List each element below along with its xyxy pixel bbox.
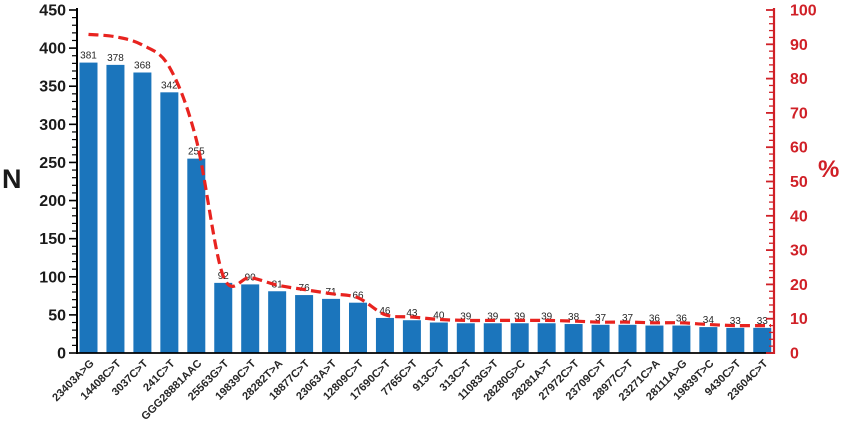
right-tick-label: 50 (790, 174, 808, 191)
bar-value-label: 39 (514, 311, 526, 322)
bar-value-label: 368 (134, 61, 151, 72)
bar-value-label: 255 (188, 147, 205, 158)
bar (483, 323, 502, 353)
bar-value-label: 39 (487, 311, 499, 322)
left-tick-label: 400 (39, 41, 66, 58)
left-tick-label: 50 (48, 307, 66, 324)
percent-dashed-line (88, 32, 771, 328)
bar (187, 158, 206, 353)
bar (402, 320, 421, 353)
bar (672, 325, 691, 353)
left-tick-label: 250 (39, 155, 66, 172)
left-tick-label: 350 (39, 79, 66, 96)
right-tick-label: 60 (790, 140, 808, 157)
bar (160, 92, 179, 353)
right-tick-label: 80 (790, 71, 808, 88)
left-tick-label: 150 (39, 231, 66, 248)
bar-value-label: 43 (406, 308, 418, 319)
bar (349, 302, 367, 353)
bar (564, 324, 583, 353)
bar (429, 322, 448, 353)
bar (79, 62, 98, 354)
right-tick-label: 10 (790, 311, 808, 328)
bar (753, 327, 772, 353)
bar-value-label: 34 (703, 315, 715, 326)
bar-value-label: 37 (622, 313, 634, 324)
bar-value-label: 39 (541, 311, 553, 322)
bar-value-label: 46 (379, 306, 391, 317)
bar (322, 298, 341, 353)
right-tick-label: 100 (790, 3, 817, 20)
bar (537, 323, 556, 353)
bar-value-label: 378 (107, 53, 124, 64)
left-tick-label: 100 (39, 269, 66, 286)
bar-value-label: 81 (272, 279, 284, 290)
right-axis-title: % (818, 156, 840, 183)
right-tick-label: 20 (790, 277, 808, 294)
bar (591, 324, 610, 353)
bar (106, 64, 125, 353)
bar-value-label: 36 (649, 314, 661, 325)
bar (645, 325, 664, 353)
bar-value-label: 37 (595, 313, 607, 324)
left-tick-label: 300 (39, 117, 66, 134)
right-tick-label: 70 (790, 105, 808, 122)
right-tick-label: 30 (790, 243, 808, 260)
bar (456, 323, 475, 353)
bar-value-label: 38 (568, 312, 580, 323)
left-axis-title: N (2, 164, 22, 194)
bar-value-label: 39 (460, 311, 472, 322)
bar (295, 295, 314, 353)
bar (241, 284, 260, 353)
bar-value-label: 381 (80, 51, 97, 62)
bar-value-label: 40 (433, 311, 445, 322)
bar-value-label: 342 (161, 80, 178, 91)
right-tick-label: 0 (790, 346, 799, 363)
bar (510, 323, 529, 353)
bar (699, 327, 718, 353)
bar (726, 327, 745, 353)
bar (214, 282, 233, 353)
bar (133, 72, 152, 353)
bar-value-label: 33 (757, 316, 769, 327)
left-tick-label: 450 (39, 3, 66, 20)
right-tick-label: 40 (790, 208, 808, 225)
bar-value-label: 33 (730, 316, 742, 327)
bar-value-label: 90 (245, 272, 257, 283)
bar-value-label: 36 (676, 314, 688, 325)
bar (375, 317, 394, 353)
bar (618, 324, 637, 353)
right-tick-label: 90 (790, 37, 808, 54)
left-tick-label: 0 (57, 346, 66, 363)
left-tick-label: 200 (39, 193, 66, 210)
bar (268, 291, 287, 353)
